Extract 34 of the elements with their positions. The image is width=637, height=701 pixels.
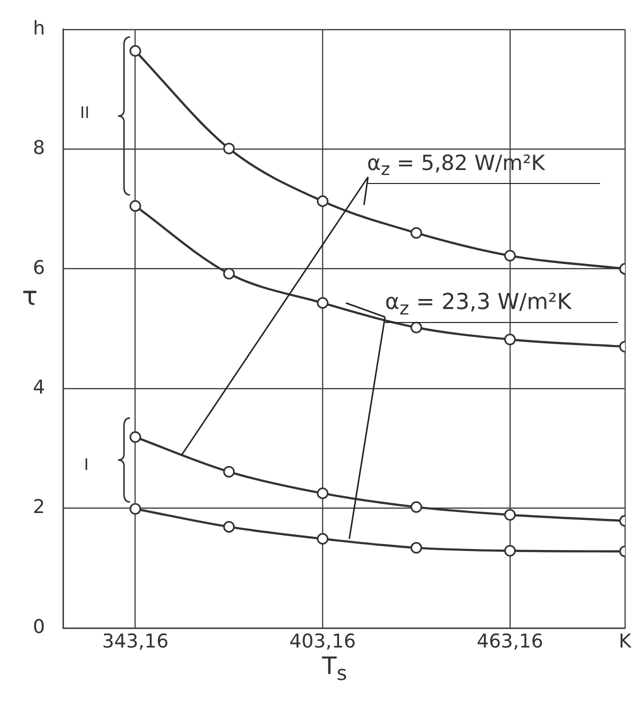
y-tick-label: 2 xyxy=(32,496,45,518)
point xyxy=(410,227,422,239)
point xyxy=(130,503,142,515)
point xyxy=(504,509,516,521)
point xyxy=(410,501,422,513)
point xyxy=(130,431,142,443)
point xyxy=(223,521,235,533)
y-tick-label: 4 xyxy=(32,376,45,398)
point xyxy=(504,334,516,346)
y-tick-label: 0 xyxy=(32,616,45,638)
point xyxy=(504,250,516,262)
point xyxy=(223,466,235,478)
point xyxy=(410,542,422,554)
point xyxy=(223,268,235,280)
x-tick-label: 463,16 xyxy=(476,630,544,652)
point xyxy=(316,195,328,207)
point xyxy=(130,200,142,212)
point xyxy=(130,45,142,57)
y-tick-label: 8 xyxy=(32,137,45,160)
point xyxy=(316,297,328,309)
point xyxy=(410,322,422,334)
point xyxy=(504,544,516,557)
x-tick-label: K xyxy=(618,630,632,652)
annotation: I xyxy=(84,454,89,476)
x-tick-label: 343,16 xyxy=(102,630,169,652)
y-axis-title: τ xyxy=(22,282,38,312)
point xyxy=(223,142,235,154)
y-tick-label: h xyxy=(32,17,45,40)
point xyxy=(316,533,328,545)
x-tick-label: 403,16 xyxy=(289,630,356,652)
annotation: II xyxy=(80,102,90,124)
x-axis-title: T$_{s}$ xyxy=(322,652,348,685)
y-tick-label: 6 xyxy=(32,256,45,279)
point xyxy=(316,488,328,500)
